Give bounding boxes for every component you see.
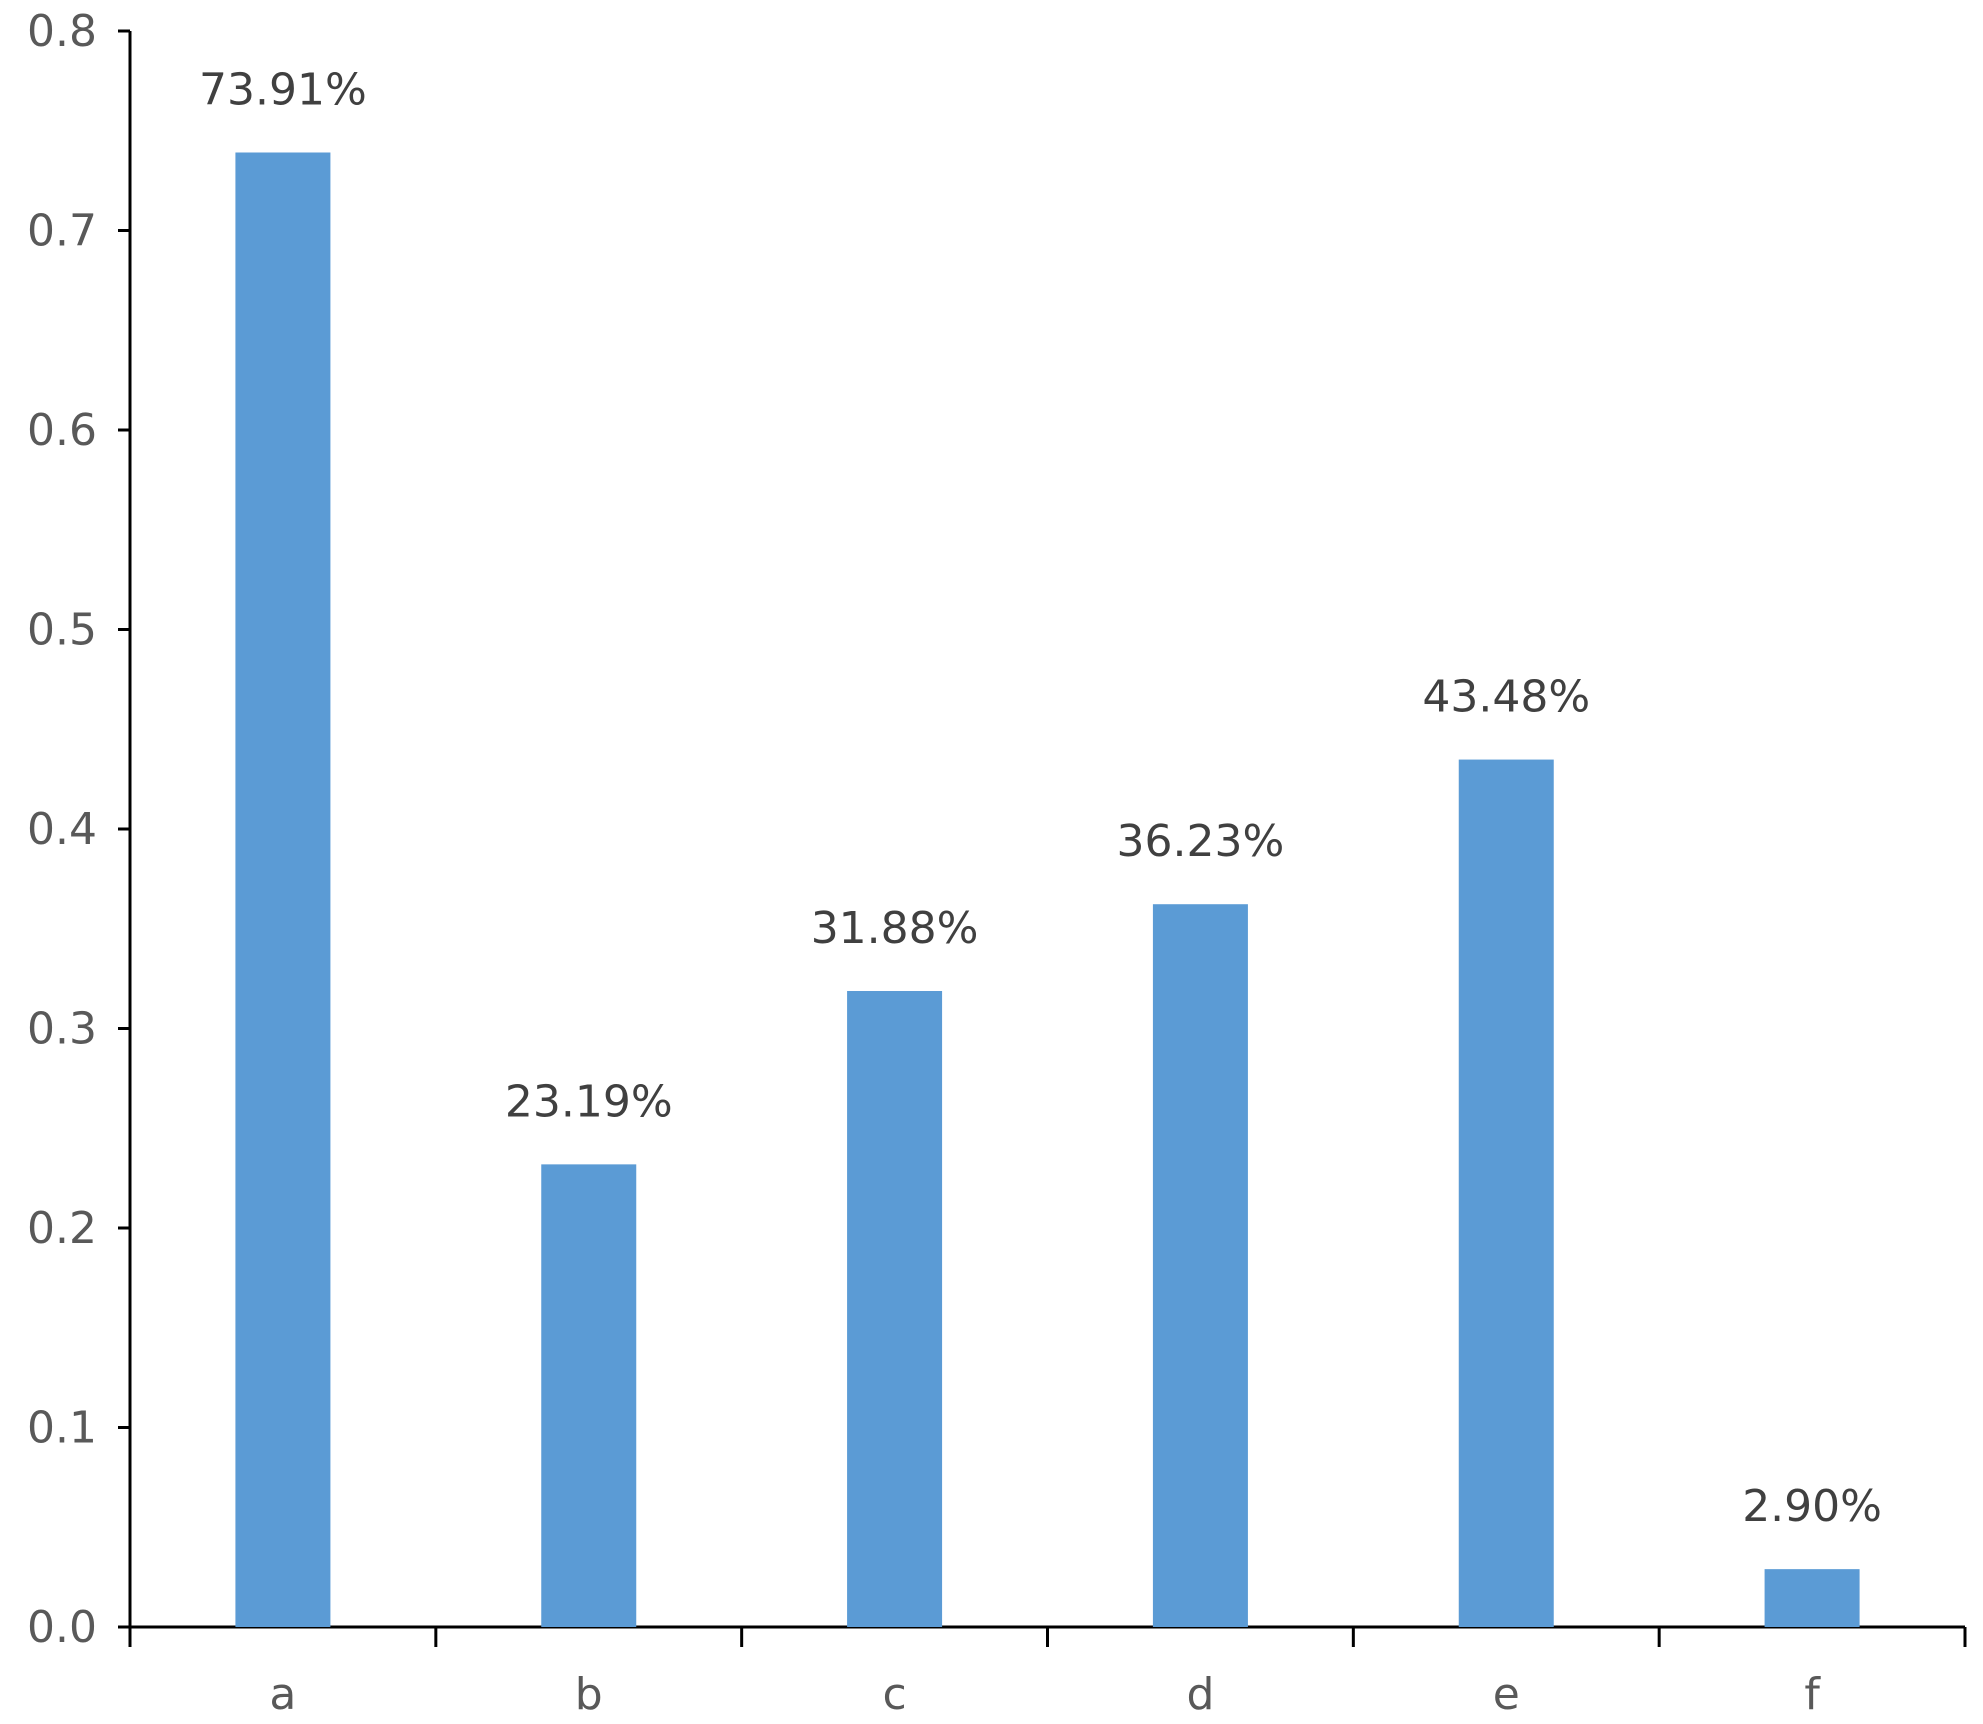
- bar-c: [847, 990, 943, 1627]
- data-label-a: 73.91%: [199, 64, 367, 115]
- data-label-e: 43.48%: [1422, 672, 1590, 723]
- y-tick-label: 0.1: [27, 1403, 97, 1454]
- data-label-d: 36.23%: [1117, 816, 1285, 867]
- bar-e: [1458, 759, 1554, 1627]
- data-label-c: 31.88%: [811, 903, 979, 954]
- x-axis: a b c d e f: [128, 1625, 1967, 1720]
- bar-d: [1152, 904, 1248, 1627]
- y-tick-label: 0.0: [27, 1602, 97, 1653]
- bar-a: [235, 152, 331, 1628]
- y-tick-label: 0.2: [27, 1203, 97, 1254]
- y-tick-label: 0.6: [27, 405, 97, 456]
- bars: [235, 152, 1860, 1628]
- data-label-f: 2.90%: [1742, 1481, 1882, 1532]
- y-tick-label: 0.7: [27, 206, 97, 257]
- x-tick-label: b: [575, 1669, 603, 1720]
- bar-f: [1764, 1569, 1860, 1627]
- data-label-b: 23.19%: [505, 1076, 673, 1127]
- y-tick-label: 0.3: [27, 1004, 97, 1055]
- bar-b: [541, 1164, 637, 1627]
- y-tick-label: 0.4: [27, 804, 97, 855]
- y-axis: 0.0 0.1 0.2 0.3 0.4 0.5 0.6 0.7 0.8: [27, 6, 132, 1653]
- y-tick-label: 0.5: [27, 605, 97, 656]
- x-tick-label: f: [1804, 1669, 1821, 1720]
- x-tick-label: a: [269, 1669, 296, 1720]
- y-tick-label: 0.8: [27, 6, 97, 57]
- x-tick-label: d: [1186, 1669, 1214, 1720]
- x-tick-label: e: [1493, 1669, 1520, 1720]
- data-labels: 73.91% 23.19% 31.88% 36.23% 43.48% 2.90%: [199, 64, 1882, 1532]
- x-tick-label: c: [882, 1669, 906, 1720]
